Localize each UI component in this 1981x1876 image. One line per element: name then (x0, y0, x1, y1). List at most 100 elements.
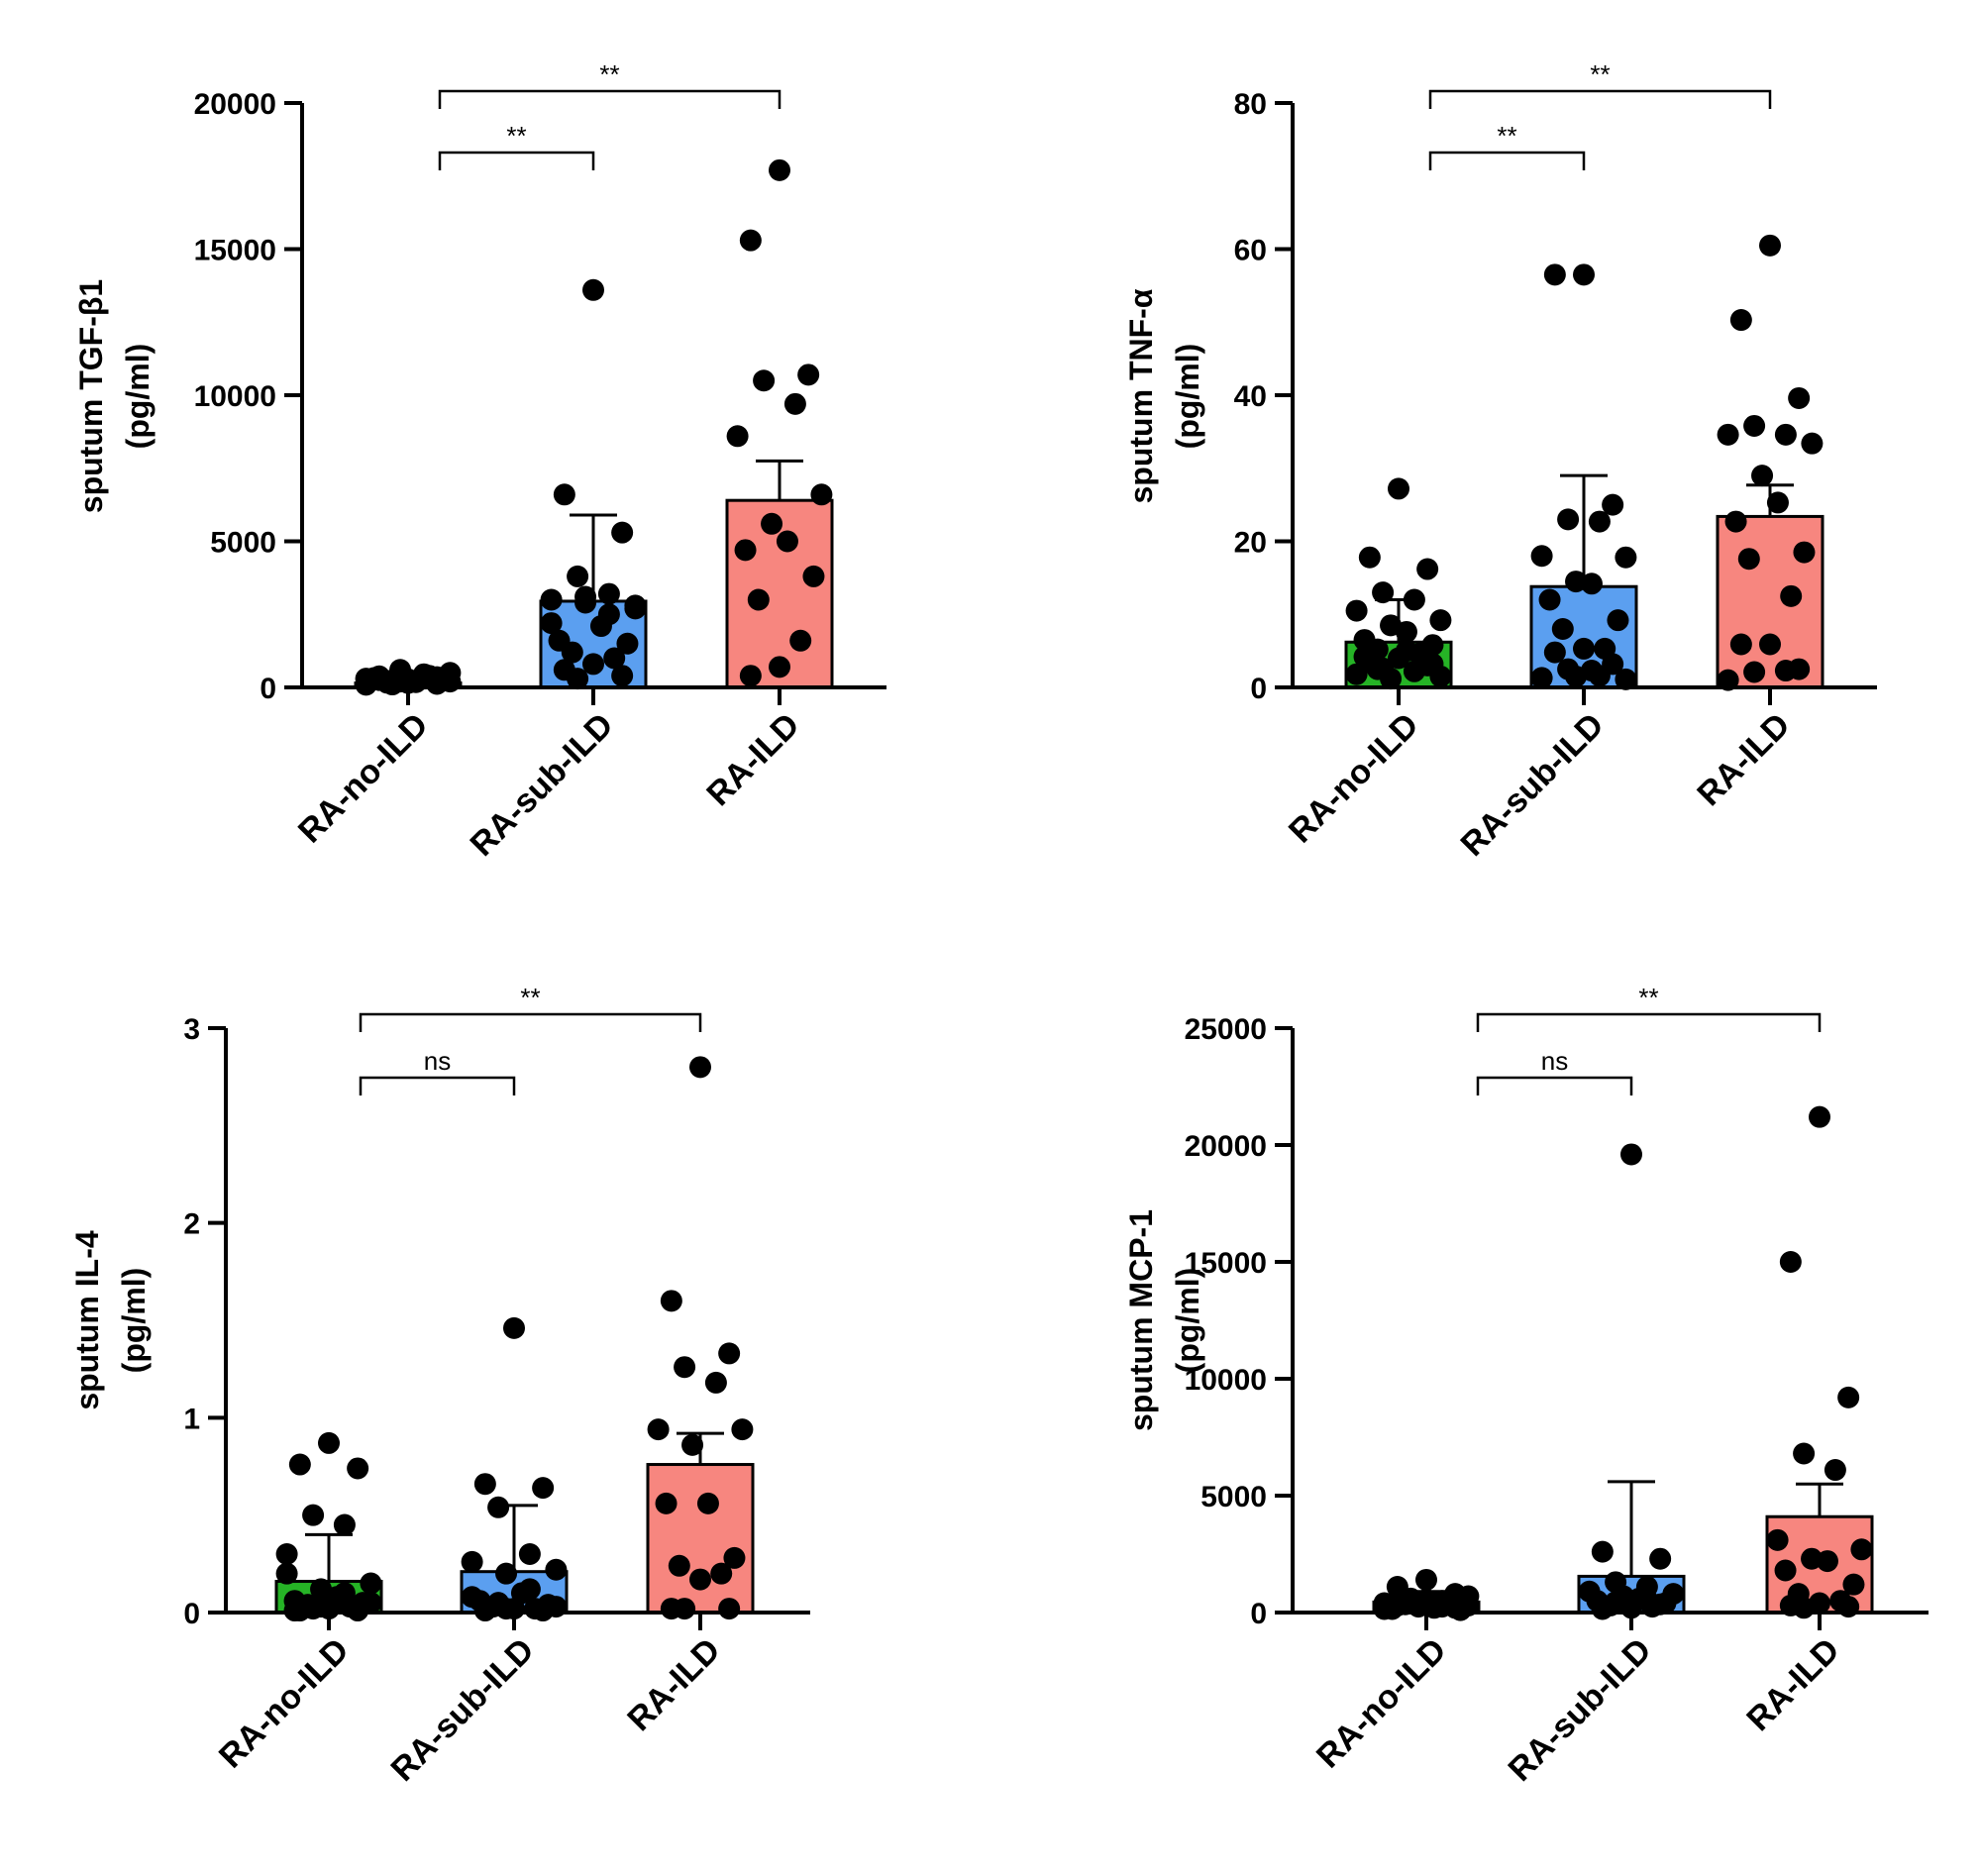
data-point (1416, 558, 1439, 580)
significance-bracket (1428, 151, 1586, 170)
data-point (1824, 1459, 1846, 1482)
data-point (461, 1586, 483, 1609)
data-point (783, 392, 806, 415)
y-tick-label: 60 (1234, 235, 1267, 267)
significance-label: ** (599, 59, 619, 89)
data-point (1615, 546, 1637, 569)
data-point (1538, 588, 1561, 611)
data-point (597, 603, 620, 626)
data-point (761, 512, 783, 535)
data-point (582, 653, 604, 676)
data-point (1573, 263, 1595, 286)
data-point (797, 364, 820, 386)
y-tick-label: 0 (1250, 673, 1267, 705)
data-point (275, 1562, 298, 1585)
y-tick-label: 20000 (1185, 1130, 1267, 1163)
data-point (1543, 641, 1566, 664)
data-point (674, 1356, 696, 1379)
data-point (1729, 309, 1752, 332)
data-point (1403, 588, 1425, 611)
data-point (731, 1418, 754, 1441)
data-point (439, 662, 462, 684)
data-point (616, 632, 639, 655)
data-point (668, 1554, 690, 1577)
y-tick-label: 1 (183, 1403, 200, 1435)
data-point (769, 656, 790, 678)
data-point (655, 1492, 678, 1514)
data-point (347, 1457, 369, 1480)
data-point (1729, 633, 1752, 656)
data-point (518, 1578, 541, 1601)
data-point (726, 425, 749, 448)
data-point (1816, 1550, 1838, 1573)
data-point (739, 229, 762, 252)
y-tick-label: 10000 (194, 380, 276, 413)
data-point (1766, 491, 1789, 514)
y-axis-unit: (pg/ml) (1170, 344, 1205, 450)
data-point (1779, 1251, 1802, 1273)
data-point (689, 1568, 711, 1591)
data-point (574, 585, 597, 608)
data-point (1429, 609, 1452, 632)
data-point (1551, 618, 1574, 640)
significance-bracket (438, 89, 782, 109)
data-point (487, 1496, 510, 1518)
data-point (1557, 508, 1580, 531)
data-point (561, 641, 583, 664)
data-point (718, 1598, 741, 1620)
data-point (689, 1056, 711, 1079)
data-point (611, 521, 634, 544)
y-tick-label: 10000 (1185, 1364, 1267, 1397)
data-point (1724, 510, 1747, 533)
y-axis-unit: (pg/ml) (116, 1268, 152, 1374)
data-point (495, 1562, 518, 1585)
y-axis-title: sputum TGF-β1 (73, 279, 109, 513)
y-tick-label: 15000 (194, 235, 276, 267)
data-point (1615, 668, 1637, 690)
data-point (710, 1562, 733, 1585)
data-point (1774, 660, 1797, 682)
data-point (704, 1371, 727, 1394)
significance-bracket (359, 1076, 516, 1095)
bar-ra-ild (646, 1463, 755, 1615)
data-point (1591, 1540, 1614, 1563)
data-point (681, 1433, 704, 1456)
data-point (518, 1543, 541, 1565)
y-tick-label: 80 (1234, 88, 1267, 121)
data-point (1395, 620, 1417, 643)
data-point (734, 539, 757, 562)
y-tick-label: 5000 (210, 527, 276, 560)
significance-bracket (359, 1012, 702, 1032)
data-point (302, 1504, 325, 1526)
y-axis-title: sputum MCP-1 (1123, 1209, 1159, 1431)
data-point (1793, 1442, 1816, 1465)
data-point (696, 1492, 719, 1514)
data-point (1743, 414, 1766, 437)
data-point (1395, 640, 1417, 663)
significance-label: ns (1541, 1046, 1568, 1076)
data-point (355, 674, 377, 696)
data-point (1415, 1568, 1437, 1591)
data-point (567, 668, 589, 690)
significance-label: ** (520, 983, 540, 1012)
data-point (1759, 633, 1781, 656)
y-axis-unit: (pg/ml) (1170, 1268, 1205, 1374)
data-point (275, 1543, 298, 1565)
data-point (747, 588, 770, 611)
data-point (503, 1316, 525, 1339)
significance-label: ** (1497, 121, 1516, 151)
data-point (674, 1598, 696, 1620)
significance-bracket (1428, 89, 1772, 109)
data-point (1388, 477, 1409, 500)
data-point (1759, 234, 1781, 257)
significance-label: ** (1638, 983, 1658, 1012)
data-point (1366, 658, 1389, 680)
data-point (545, 1558, 568, 1581)
data-point (1602, 493, 1624, 516)
data-point (1421, 653, 1444, 676)
data-point (1620, 1143, 1642, 1166)
y-tick-label: 0 (1250, 1598, 1267, 1630)
data-point (718, 1342, 741, 1365)
data-point (532, 1477, 555, 1500)
y-tick-label: 0 (183, 1598, 200, 1630)
